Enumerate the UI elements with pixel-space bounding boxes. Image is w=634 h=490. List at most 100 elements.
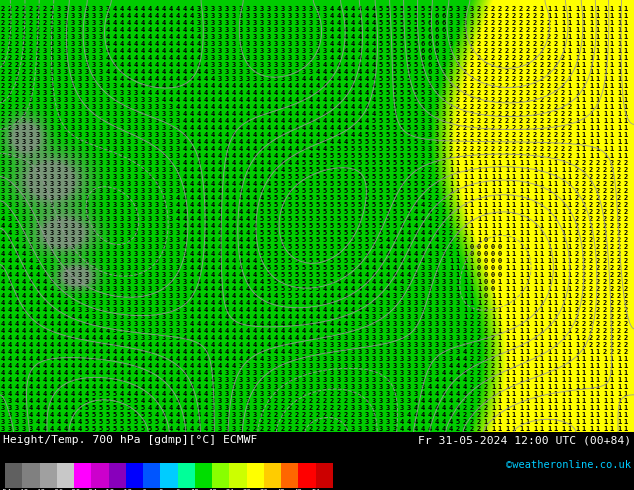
Text: 3: 3 (442, 286, 446, 292)
Text: 2: 2 (582, 314, 586, 320)
Text: 2: 2 (554, 83, 558, 89)
Text: 1: 1 (603, 111, 607, 117)
Text: 3: 3 (36, 83, 40, 89)
Text: 2: 2 (526, 153, 530, 159)
Text: 2: 2 (610, 335, 614, 341)
Text: 3: 3 (64, 48, 68, 54)
Text: 4: 4 (162, 83, 166, 89)
Text: 2: 2 (505, 13, 509, 19)
Text: 4: 4 (239, 216, 243, 222)
Text: 5: 5 (414, 153, 418, 159)
Text: 1: 1 (582, 76, 586, 82)
Text: 4: 4 (176, 216, 180, 222)
Text: 2: 2 (582, 251, 586, 257)
Text: 3: 3 (127, 160, 131, 166)
Text: 3: 3 (260, 405, 264, 411)
Text: 5: 5 (365, 237, 369, 243)
Text: 4: 4 (225, 244, 229, 250)
Text: 3: 3 (218, 20, 222, 26)
Text: 4: 4 (393, 237, 397, 243)
Text: 3: 3 (113, 265, 117, 271)
Text: 3: 3 (134, 335, 138, 341)
Text: 1: 1 (596, 118, 600, 124)
Text: 1: 1 (624, 356, 628, 362)
Text: 3: 3 (407, 286, 411, 292)
Text: 2: 2 (505, 69, 509, 75)
Text: 4: 4 (372, 34, 376, 40)
Text: 1: 1 (617, 370, 621, 376)
Text: 5: 5 (393, 209, 397, 215)
Text: 4: 4 (225, 132, 229, 138)
Text: 2: 2 (624, 272, 628, 278)
Text: 3: 3 (148, 202, 152, 208)
Text: 3: 3 (316, 41, 320, 47)
Text: 3: 3 (295, 384, 299, 390)
Text: 5: 5 (295, 216, 299, 222)
Text: 5: 5 (302, 258, 306, 264)
Text: 3: 3 (435, 125, 439, 131)
Text: 5: 5 (141, 412, 145, 418)
Text: 3: 3 (120, 146, 124, 152)
Text: 3: 3 (372, 426, 376, 432)
Text: 3: 3 (176, 174, 180, 180)
Text: 2: 2 (498, 111, 502, 117)
Text: 1: 1 (505, 174, 509, 180)
Text: 4: 4 (183, 412, 187, 418)
Text: 4: 4 (253, 265, 257, 271)
Text: 3: 3 (239, 41, 243, 47)
Text: 3: 3 (141, 258, 145, 264)
Text: 4: 4 (344, 314, 348, 320)
Text: 4: 4 (197, 279, 201, 285)
Text: 3: 3 (162, 111, 166, 117)
Text: 1: 1 (610, 405, 614, 411)
Text: 4: 4 (22, 342, 26, 348)
Text: 2: 2 (582, 293, 586, 299)
Text: 3: 3 (127, 265, 131, 271)
Text: 4: 4 (78, 391, 82, 397)
Text: 2: 2 (526, 111, 530, 117)
Text: 4: 4 (260, 146, 264, 152)
Text: 5: 5 (393, 195, 397, 201)
Text: 5: 5 (365, 167, 369, 173)
Text: 1: 1 (547, 244, 551, 250)
Text: 2: 2 (1, 34, 5, 40)
Text: 4: 4 (372, 55, 376, 61)
Text: 4: 4 (365, 286, 369, 292)
Text: 4: 4 (365, 97, 369, 103)
Text: 3: 3 (176, 167, 180, 173)
Text: 3: 3 (22, 153, 26, 159)
Text: 1: 1 (596, 139, 600, 145)
Text: 4: 4 (358, 118, 362, 124)
Text: 3: 3 (113, 160, 117, 166)
Text: 3: 3 (155, 223, 159, 229)
Text: 3: 3 (176, 237, 180, 243)
Text: 5: 5 (379, 153, 383, 159)
Text: 2: 2 (456, 230, 460, 236)
Text: 3: 3 (351, 328, 355, 334)
Text: 3: 3 (155, 286, 159, 292)
Text: 0: 0 (491, 244, 495, 250)
Text: 4: 4 (190, 34, 194, 40)
Text: 2: 2 (456, 69, 460, 75)
Text: 1: 1 (610, 83, 614, 89)
Text: 3: 3 (106, 6, 110, 12)
Text: 1: 1 (575, 370, 579, 376)
Text: 3: 3 (29, 174, 33, 180)
Text: 4: 4 (358, 307, 362, 313)
Text: 1: 1 (603, 132, 607, 138)
Text: 5: 5 (309, 223, 313, 229)
Text: 4: 4 (36, 391, 40, 397)
Text: 2: 2 (309, 426, 313, 432)
Text: 2: 2 (582, 209, 586, 215)
Text: 3: 3 (435, 286, 439, 292)
Text: 4: 4 (246, 181, 250, 187)
Text: 3: 3 (15, 146, 19, 152)
Text: 4: 4 (288, 97, 292, 103)
Text: 5: 5 (281, 244, 285, 250)
Text: 4: 4 (155, 69, 159, 75)
Text: 2: 2 (8, 83, 12, 89)
Text: 1: 1 (617, 6, 621, 12)
Text: 4: 4 (169, 48, 173, 54)
Text: 4: 4 (8, 244, 12, 250)
Text: 5: 5 (365, 153, 369, 159)
